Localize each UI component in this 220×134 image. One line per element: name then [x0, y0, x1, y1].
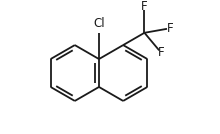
Text: F: F: [141, 0, 148, 13]
Text: Cl: Cl: [93, 17, 105, 30]
Text: F: F: [158, 46, 164, 59]
Text: F: F: [167, 22, 173, 35]
